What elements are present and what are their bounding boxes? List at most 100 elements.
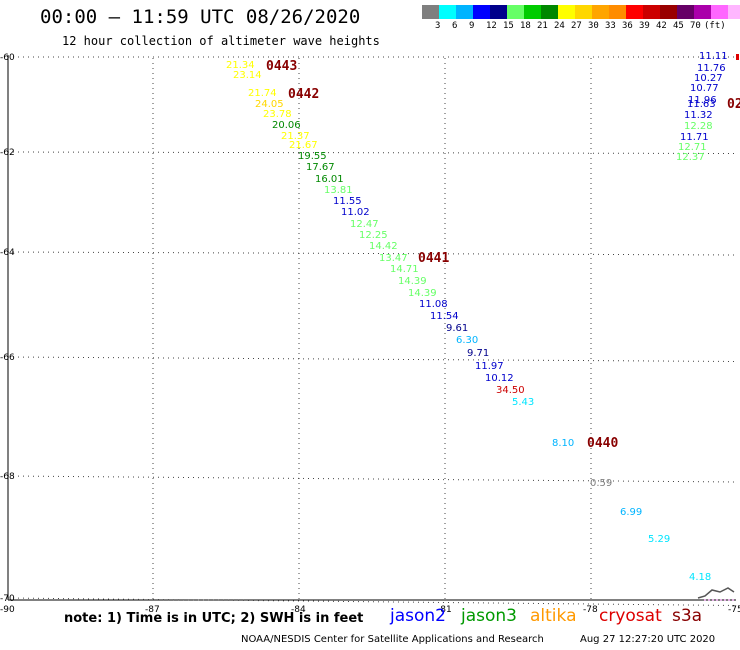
colorbar-swatch: [711, 5, 728, 19]
swh-value-label: 11.97: [475, 361, 504, 372]
latitude-gridline: [7, 597, 737, 606]
colorbar-label: 9: [469, 21, 475, 31]
page-title: 00:00 – 11:59 UTC 08/26/2020: [40, 6, 361, 28]
longitude-label: -90: [0, 605, 15, 615]
latitude-gridline: [7, 475, 737, 483]
swh-value-label: 6.30: [456, 335, 478, 346]
latitude-label: -68: [0, 472, 15, 482]
colorbar-label: 45: [673, 21, 684, 31]
swh-value-label: 11.55: [333, 196, 362, 207]
satellite-legend-item: jason2: [390, 606, 446, 626]
colorbar-swatch: [609, 5, 626, 19]
swh-value-label: 4.18: [689, 572, 711, 583]
swh-value-label: 8.10: [552, 438, 574, 449]
colorbar-label: 15: [503, 21, 514, 31]
colorbar-label: 24: [554, 21, 565, 31]
colorbar-swatch: [524, 5, 541, 19]
swh-value-label: 17.67: [306, 162, 335, 173]
swh-value-label: 11.02: [341, 207, 370, 218]
swh-value-label: 11.11: [699, 51, 728, 62]
swh-value-label: 10.12: [485, 373, 514, 384]
swh-value-label: 13.47: [379, 253, 408, 264]
swh-value-label: 5.43: [512, 397, 534, 408]
swh-value-label: 14.39: [398, 276, 427, 287]
swh-value-label: 11.76: [697, 63, 726, 74]
colorbar-swatch: [541, 5, 558, 19]
pass-time-label: 0443: [266, 59, 297, 74]
swh-value-label: 21.74: [248, 88, 277, 99]
swh-value-label: 10.77: [690, 83, 719, 94]
swh-value-label: 11.63: [687, 99, 716, 110]
colorbar-label: 12: [486, 21, 497, 31]
swh-value-label: 16.01: [315, 174, 344, 185]
colorbar-label: 33: [605, 21, 616, 31]
swh-value-label: 11.32: [684, 110, 713, 121]
coastline-fragment: [697, 587, 735, 599]
swh-value-label: 14.42: [369, 241, 398, 252]
colorbar-swatch: [694, 5, 711, 19]
satellite-legend-item: jason3: [461, 606, 517, 626]
swh-value-label: 6.99: [620, 507, 642, 518]
swh-colorbar: [422, 5, 740, 19]
swh-value-label: 21.34: [226, 60, 255, 71]
pass-time-label: 02: [727, 97, 740, 112]
colorbar-label: 27: [571, 21, 582, 31]
swh-value-label: 24.05: [255, 99, 284, 110]
colorbar-swatch: [439, 5, 456, 19]
swh-value-label: 9.71: [467, 348, 489, 359]
swh-value-label: 11.96: [688, 95, 717, 106]
colorbar-swatch: [677, 5, 694, 19]
latitude-label: -66: [0, 353, 15, 363]
swh-value-label: 12.37: [676, 152, 705, 163]
colorbar-swatch: [456, 5, 473, 19]
colorbar-swatch: [660, 5, 677, 19]
colorbar-swatch: [558, 5, 575, 19]
satellite-legend-item: altika: [530, 606, 577, 626]
colorbar-label: 42: [656, 21, 667, 31]
swh-value-label: 10.27: [694, 73, 723, 84]
swh-value-label: 0.59: [590, 478, 612, 489]
colorbar-swatch: [575, 5, 592, 19]
page-subtitle: 12 hour collection of altimeter wave hei…: [62, 34, 380, 48]
latitude-label: -70: [0, 594, 15, 604]
footer-timestamp: Aug 27 12:27:20 UTC 2020: [580, 634, 716, 645]
swh-value-label: 14.71: [390, 264, 419, 275]
footer-credit: NOAA/NESDIS Center for Satellite Applica…: [241, 634, 544, 645]
pass-time-label: 0442: [288, 87, 319, 102]
swh-value-label: 23.78: [263, 109, 292, 120]
satellite-legend-item: s3a: [672, 606, 703, 626]
pass-time-label: 0441: [418, 251, 449, 266]
colorbar-label: 21: [537, 21, 548, 31]
colorbar-label: 39: [639, 21, 650, 31]
longitude-label: -75: [728, 605, 740, 615]
swh-value-label: 12.71: [678, 142, 707, 153]
latitude-gridline: [7, 356, 737, 362]
colorbar-label: 18: [520, 21, 531, 31]
latitude-label: -60: [0, 53, 15, 63]
track-marker: [736, 54, 739, 60]
satellite-legend-item: cryosat: [599, 606, 662, 626]
longitude-label: -78: [583, 605, 598, 615]
colorbar-swatch: [728, 5, 740, 19]
swh-value-label: 9.61: [446, 323, 468, 334]
colorbar-label: 6: [452, 21, 458, 31]
swh-value-label: 12.25: [359, 230, 388, 241]
latitude-gridline: [7, 251, 737, 256]
longitude-label: -87: [145, 605, 160, 615]
footnote: note: 1) Time is in UTC; 2) SWH is in fe…: [64, 611, 364, 626]
colorbar-label: 70: [690, 21, 701, 31]
longitude-label: -81: [437, 605, 452, 615]
latitude-label: -64: [0, 248, 15, 258]
colorbar-swatch: [592, 5, 609, 19]
swh-value-label: 12.47: [350, 219, 379, 230]
colorbar-label: 36: [622, 21, 633, 31]
swh-value-label: 11.54: [430, 311, 459, 322]
colorbar-swatch: [490, 5, 507, 19]
colorbar-swatch: [643, 5, 660, 19]
colorbar-label: 30: [588, 21, 599, 31]
colorbar-swatch: [473, 5, 490, 19]
swh-value-label: 34.50: [496, 385, 525, 396]
colorbar-labels: 3 6 9 12 15 18 21 24 27 30 33 36 39 42 45 70 (ft): [422, 21, 740, 33]
